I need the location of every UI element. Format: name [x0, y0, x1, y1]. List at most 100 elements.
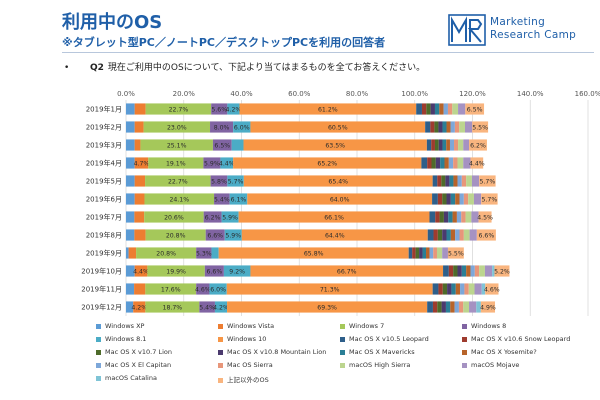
legend-label: macOS Mojave — [471, 361, 520, 369]
x-tick-label: 120.0% — [459, 90, 486, 98]
bar-segment — [476, 301, 481, 313]
legend-label: Windows XP — [105, 322, 145, 330]
bar-segment — [134, 157, 149, 169]
legend-item: macOS Catalina — [96, 374, 157, 382]
bar-segment — [459, 121, 465, 133]
data-label: 4.9% — [480, 304, 496, 311]
legend-item: 上記以外のOS — [218, 374, 269, 384]
bar-segment — [134, 121, 144, 133]
bar-segment — [474, 265, 480, 277]
data-label: 4.2% — [131, 304, 147, 311]
bar-segment — [126, 193, 135, 205]
legend-swatch — [218, 377, 223, 383]
bar-segment — [147, 265, 205, 277]
bar-segment — [199, 301, 215, 313]
legend-label: macOS High Sierra — [349, 361, 411, 369]
bar-segment — [459, 229, 464, 241]
bar-segment — [136, 247, 197, 259]
bar-segment — [446, 229, 451, 241]
legend-item: Windows 7 — [340, 322, 384, 330]
bar-segment — [445, 301, 451, 313]
bar-segment — [453, 157, 458, 169]
bar-segment — [466, 265, 471, 277]
bar-segment — [439, 211, 444, 223]
data-label: 19.9% — [166, 268, 186, 275]
data-label: 20.8% — [166, 232, 186, 239]
bar-segment — [212, 139, 232, 151]
data-label: 5.5% — [448, 250, 464, 257]
legend-label: Mac OS X v10.7 Lion — [105, 348, 172, 356]
bar-segment — [243, 139, 427, 151]
bar-segment — [134, 175, 146, 187]
bar-segment — [463, 157, 471, 169]
bar-segment — [229, 193, 248, 205]
bar-segment — [476, 229, 496, 241]
bar-segment — [454, 139, 459, 151]
bar-segment — [446, 121, 451, 133]
bar-segment — [465, 211, 472, 223]
bar-segment — [455, 229, 460, 241]
bar-segment — [470, 265, 475, 277]
bar-segment — [443, 265, 449, 277]
bar-segment — [238, 211, 430, 223]
data-label: 4.7% — [134, 160, 150, 167]
bar-segment — [485, 283, 499, 295]
bar-segment — [432, 193, 438, 205]
bar-segment — [457, 157, 464, 169]
bar-segment — [429, 211, 436, 223]
bar-segment — [427, 229, 434, 241]
bar-segment — [447, 103, 453, 115]
legend-item: Windows 10 — [218, 335, 266, 343]
bar-segment — [415, 247, 420, 259]
legend-item: Windows 8.1 — [96, 335, 146, 343]
legend-swatch — [218, 362, 223, 368]
bar-segment — [436, 247, 443, 259]
bar-segment — [145, 103, 212, 115]
legend-item: Mac OS X v10.5 Leopard — [340, 335, 429, 343]
bar-segment — [464, 121, 473, 133]
bar-segment — [461, 265, 467, 277]
bar-segment — [231, 139, 244, 151]
bar-segment — [239, 103, 417, 115]
bar-segment — [140, 139, 213, 151]
bar-segment — [134, 193, 145, 205]
legend-label: Mac OS X v10.8 Mountain Lion — [227, 348, 327, 356]
bar-segment — [196, 247, 212, 259]
bar-segment — [412, 247, 416, 259]
x-tick-label: 0.0% — [117, 90, 135, 98]
bar-segment — [448, 211, 453, 223]
bar-segment — [134, 139, 141, 151]
bar-segment — [461, 175, 467, 187]
bar-segment — [455, 193, 460, 205]
bar-segment — [469, 139, 487, 151]
bar-segment — [457, 175, 462, 187]
legend-swatch — [462, 336, 467, 342]
data-label: 4.4% — [469, 160, 485, 167]
legend-label: Mac OS X v10.6 Snow Leopard — [471, 335, 571, 343]
data-label: 66.1% — [324, 214, 344, 221]
bar-segment — [126, 283, 135, 295]
data-label: 6.5% — [214, 142, 230, 149]
x-tick-label: 100.0% — [401, 90, 428, 98]
data-label: 5.3% — [196, 250, 212, 257]
legend-label: Windows 7 — [349, 322, 385, 330]
data-label: 22.7% — [169, 106, 189, 113]
data-label: 22.7% — [168, 178, 188, 185]
legend-label: macOS Catalina — [105, 374, 157, 382]
bar-segment — [134, 103, 146, 115]
bar-segment — [437, 301, 442, 313]
bar-segment — [460, 283, 465, 295]
data-label: 6.0% — [210, 286, 226, 293]
bar-segment — [431, 157, 436, 169]
bar-segment — [126, 211, 135, 223]
bar-segment — [492, 265, 495, 277]
bar-segment — [227, 175, 244, 187]
bar-segment — [430, 103, 435, 115]
data-label: 64.4% — [325, 232, 345, 239]
bar-segment — [434, 121, 439, 133]
data-label: 5.7% — [482, 196, 498, 203]
bar-segment — [450, 121, 455, 133]
bar-segment — [434, 139, 439, 151]
data-label: 5.4% — [199, 304, 215, 311]
